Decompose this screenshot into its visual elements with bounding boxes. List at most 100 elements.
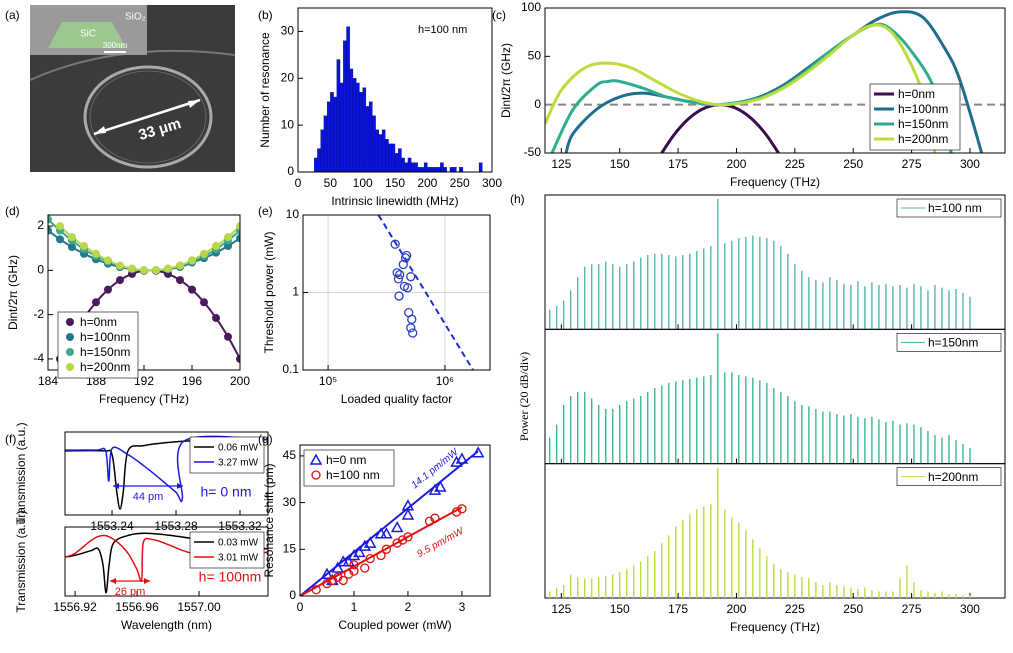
y-tick-label: 15	[283, 541, 297, 555]
y-tick-label: -2	[33, 307, 44, 321]
bar	[349, 68, 354, 172]
x-tick-label: 0	[297, 600, 304, 614]
legend-label: h=100nm	[80, 330, 130, 344]
panel-label: (c)	[492, 8, 506, 22]
y-axis-label: Transmission (a.u.)	[14, 510, 28, 612]
bar	[443, 167, 447, 172]
legend-box	[896, 333, 1002, 352]
legend-box	[189, 531, 265, 569]
plot-area	[545, 10, 1005, 153]
point	[390, 239, 400, 249]
x-axis-label: Frequency (THz)	[730, 620, 820, 634]
x-tick-label: 3	[459, 600, 466, 614]
annotation: h= 0 nm	[201, 484, 252, 500]
plot-frame	[544, 463, 1006, 599]
point	[424, 516, 435, 526]
point	[140, 266, 148, 275]
point	[331, 561, 345, 573]
point	[200, 298, 208, 307]
cladding-label: SiO₂	[125, 12, 146, 23]
point	[471, 446, 485, 458]
annotation: h= 100nm	[199, 569, 262, 585]
point	[104, 256, 112, 265]
y-axis-label: Dint/2π (GHz)	[6, 255, 20, 330]
y-axis-label: Number of resonance	[258, 32, 272, 148]
panel-label: (b)	[258, 8, 273, 22]
x-tick-label: 225	[785, 157, 805, 171]
x-tick-label: 200	[230, 374, 250, 388]
point	[311, 470, 321, 480]
point	[56, 235, 64, 244]
legend-label: h=150nm	[80, 345, 130, 359]
x-tick-label: 0	[295, 176, 302, 190]
annotation: 44 pm	[133, 491, 164, 503]
point	[406, 323, 416, 333]
point	[455, 452, 469, 464]
x-tick-label: 300	[482, 176, 502, 190]
y-tick-label: 45	[283, 448, 297, 462]
point	[381, 544, 392, 554]
point	[401, 250, 412, 261]
x-tick-label: 275	[902, 602, 922, 616]
y-tick-label: 30	[281, 24, 295, 38]
x-tick-label: 1553.32	[218, 519, 262, 533]
x-tick-label: 225	[785, 602, 805, 616]
plot-area	[300, 446, 485, 596]
x-axis-label: Frequency (THz)	[730, 175, 820, 189]
legend-label: h=150nm	[898, 117, 948, 131]
plot-frame	[544, 7, 1006, 154]
bar	[375, 129, 379, 172]
point	[327, 575, 338, 586]
point	[343, 569, 354, 579]
legend-box	[303, 449, 395, 487]
panel-label: (e)	[258, 204, 273, 218]
point	[392, 268, 402, 278]
point	[457, 504, 467, 514]
point	[116, 261, 124, 270]
x-tick-label: 200	[726, 157, 746, 171]
bar	[430, 167, 434, 172]
point	[338, 575, 348, 586]
spectrum	[548, 467, 971, 598]
x-axis-label: Frequency (THz)	[99, 392, 189, 406]
y-tick-label: 0	[287, 164, 294, 178]
point	[430, 513, 440, 523]
y-tick-label: 0	[37, 263, 44, 277]
x-tick-label: 150	[610, 602, 630, 616]
x-tick-label: 200	[417, 176, 437, 190]
sem-image: (a) SiC SiO₂ 300nm 33 μm	[5, 5, 236, 172]
x-tick-label: 300	[960, 602, 980, 616]
x-tick-label: 10⁶	[436, 374, 454, 388]
point	[176, 276, 184, 285]
point	[333, 572, 343, 582]
point	[152, 266, 160, 275]
legend-label: 0.06 mW	[218, 443, 259, 454]
point	[176, 261, 184, 270]
point	[66, 333, 74, 341]
x-axis-label: Loaded quality factor	[341, 392, 452, 406]
point	[394, 291, 404, 301]
arrow-heads	[94, 100, 200, 134]
legend-label: h=150nm	[928, 336, 978, 350]
panel-label: (d)	[5, 204, 20, 218]
legend-label: h=200nm	[898, 132, 948, 146]
plot-frame	[302, 214, 491, 371]
legend-label: h=0nm	[80, 315, 117, 329]
ring	[83, 65, 213, 169]
plot-area	[377, 215, 474, 370]
bar	[453, 167, 457, 172]
point	[311, 585, 321, 595]
bar	[385, 139, 389, 172]
y-tick-label: 30	[283, 495, 297, 509]
point	[397, 535, 408, 545]
bar	[346, 26, 350, 172]
point	[200, 249, 208, 258]
x-tick-label: 300	[960, 157, 980, 171]
bar	[365, 106, 370, 172]
x-axis-label: Wavelength (nm)	[121, 618, 212, 632]
x-tick-label: 1556.92	[53, 600, 97, 614]
point	[363, 536, 377, 548]
point	[353, 545, 366, 558]
